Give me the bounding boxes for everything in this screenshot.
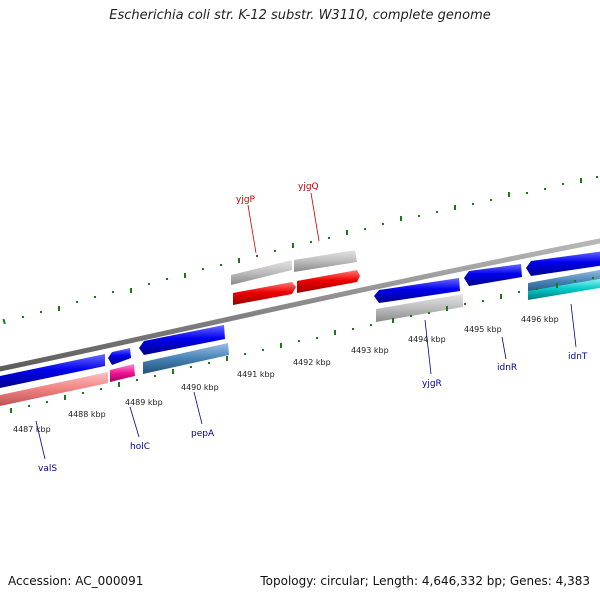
- gene-label-holC[interactable]: holC: [130, 442, 150, 452]
- gene-idnT-block[interactable]: [526, 251, 600, 300]
- tick-label-4488: 4488 kbp: [68, 410, 106, 419]
- tick-label-4487: 4487 kbp: [13, 425, 51, 434]
- gene-yjgR-leader: [424, 319, 432, 375]
- gene-yjgP-block[interactable]: [231, 260, 296, 305]
- gene-pepA-leader: [193, 391, 203, 425]
- gene-idnT-leader: [570, 303, 577, 348]
- tick-label-4490: 4490 kbp: [181, 383, 219, 392]
- gene-label-yjgP[interactable]: yjgP: [236, 195, 256, 205]
- gene-yjgR-block[interactable]: [374, 278, 463, 322]
- map-title: Escherichia coli str. K-12 substr. W3110…: [109, 8, 491, 23]
- gene-yjgQ-leader: [310, 192, 320, 242]
- gene-idnR-block[interactable]: [464, 264, 522, 286]
- gene-label-yjgQ[interactable]: yjgQ: [298, 182, 319, 192]
- gene-yjgQ-block[interactable]: [294, 250, 360, 293]
- tick-label-4495: 4495 kbp: [464, 325, 502, 334]
- gene-label-idnR[interactable]: idnR: [497, 363, 517, 373]
- gene-label-idnT[interactable]: idnT: [568, 352, 588, 362]
- tick-label-4492: 4492 kbp: [293, 358, 331, 367]
- gene-pepA-block[interactable]: [139, 325, 229, 374]
- tick-label-4496: 4496 kbp: [521, 315, 559, 324]
- accession-text: Accession: AC_000091: [8, 574, 144, 588]
- gene-yjgP-leader: [247, 204, 257, 254]
- gene-label-valS[interactable]: valS: [38, 464, 57, 474]
- tick-track-lower: [10, 277, 594, 413]
- gene-holC-leader: [129, 406, 140, 438]
- gene-label-pepA[interactable]: pepA: [191, 429, 215, 439]
- gene-idnR-leader: [501, 336, 507, 360]
- tick-label-4489: 4489 kbp: [125, 398, 163, 407]
- tick-label-4493: 4493 kbp: [351, 346, 389, 355]
- gene-valS-block[interactable]: [0, 354, 108, 407]
- gene-holC-block[interactable]: [108, 348, 135, 382]
- genome-summary-text: Topology: circular; Length: 4,646,332 bp…: [260, 574, 590, 588]
- gene-valS-leader: [35, 420, 46, 460]
- gene-label-yjgR[interactable]: yjgR: [422, 379, 442, 389]
- tick-track-upper: [2, 176, 598, 325]
- tick-label-4491: 4491 kbp: [237, 370, 275, 379]
- genome-backbone: [0, 238, 600, 372]
